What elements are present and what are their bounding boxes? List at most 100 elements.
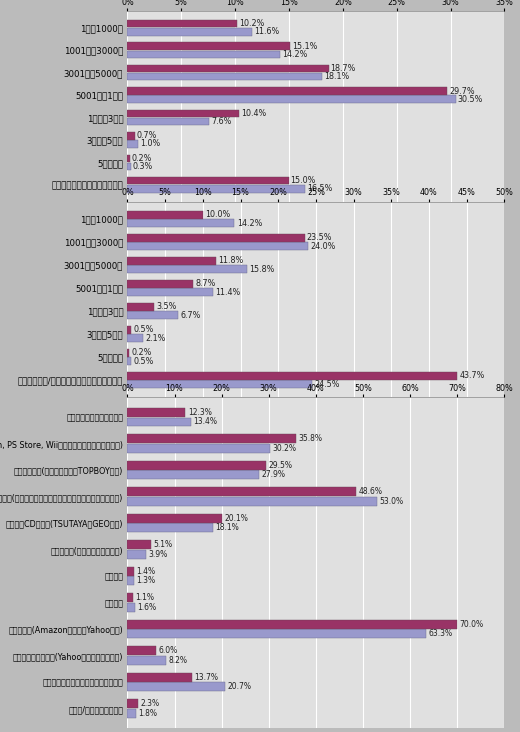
Text: 3.5%: 3.5% (156, 302, 176, 311)
Text: 16.5%: 16.5% (307, 184, 332, 193)
Bar (127, 257, 216, 264)
Bar (127, 211, 203, 219)
Bar (127, 311, 178, 319)
Bar (127, 349, 129, 356)
Bar (127, 673, 192, 681)
Text: 35.8%: 35.8% (298, 434, 322, 444)
Text: 13.7%: 13.7% (194, 673, 218, 681)
Bar (127, 265, 246, 273)
Text: 27.9%: 27.9% (261, 471, 285, 479)
Text: 30.2%: 30.2% (272, 444, 296, 453)
Bar (127, 132, 135, 140)
Bar (127, 408, 185, 417)
Text: 24.0%: 24.0% (310, 242, 336, 250)
Text: 70.0%: 70.0% (460, 620, 484, 629)
Text: 18.7%: 18.7% (330, 64, 356, 73)
Text: 12.3%: 12.3% (188, 408, 212, 417)
Bar (127, 335, 143, 342)
Text: 10.4%: 10.4% (241, 109, 266, 118)
Bar (127, 357, 131, 365)
Bar (127, 646, 155, 655)
Bar (127, 118, 209, 125)
Bar (127, 381, 312, 388)
Text: 7.6%: 7.6% (211, 117, 231, 126)
Bar (127, 95, 456, 102)
Text: 14.2%: 14.2% (237, 219, 262, 228)
Text: 29.5%: 29.5% (269, 461, 293, 470)
Bar (127, 219, 235, 227)
Bar (127, 73, 322, 81)
Bar (127, 141, 138, 148)
Bar (127, 110, 239, 117)
Bar (127, 699, 138, 708)
Bar (127, 567, 134, 575)
Bar (127, 523, 213, 532)
Text: 48.6%: 48.6% (359, 488, 383, 496)
Bar (127, 288, 213, 296)
Text: 11.6%: 11.6% (254, 27, 279, 37)
Text: 23.5%: 23.5% (307, 234, 332, 242)
Bar (127, 576, 134, 585)
Bar (127, 42, 290, 50)
Bar (127, 620, 457, 629)
Text: 3.9%: 3.9% (148, 550, 167, 559)
Bar (127, 514, 222, 523)
Text: 5.1%: 5.1% (154, 540, 173, 549)
Text: 0.3%: 0.3% (132, 162, 152, 171)
Bar (127, 303, 154, 310)
Text: 10.2%: 10.2% (239, 19, 264, 29)
Text: 1.6%: 1.6% (137, 602, 157, 612)
Text: 29.7%: 29.7% (449, 86, 475, 96)
Text: 1.3%: 1.3% (136, 576, 155, 586)
Text: 8.7%: 8.7% (196, 280, 216, 288)
Bar (127, 163, 131, 170)
Text: 15.1%: 15.1% (292, 42, 317, 51)
Bar (127, 242, 308, 250)
Bar (127, 177, 289, 184)
Text: 43.7%: 43.7% (459, 371, 485, 381)
Bar (127, 540, 151, 549)
Text: 1.8%: 1.8% (138, 709, 157, 718)
Text: 0.2%: 0.2% (131, 348, 151, 357)
Text: 24.5%: 24.5% (315, 380, 340, 389)
Text: 6.0%: 6.0% (158, 646, 177, 655)
Text: 2.3%: 2.3% (140, 699, 160, 708)
Bar (127, 497, 377, 506)
Text: 14.2%: 14.2% (282, 50, 307, 59)
Bar (127, 326, 131, 334)
Text: 63.3%: 63.3% (428, 630, 452, 638)
Bar (127, 603, 135, 612)
Bar (127, 471, 259, 479)
Bar (127, 51, 280, 58)
Text: 11.8%: 11.8% (218, 256, 244, 265)
Bar (127, 488, 356, 496)
Text: 13.4%: 13.4% (193, 417, 217, 426)
Bar (127, 594, 133, 602)
Text: 10.0%: 10.0% (205, 210, 230, 219)
Text: 0.5%: 0.5% (134, 356, 154, 365)
Text: 15.0%: 15.0% (291, 176, 316, 185)
Bar (127, 20, 237, 28)
Bar (127, 444, 270, 452)
Text: 0.5%: 0.5% (134, 325, 154, 335)
Bar (127, 234, 305, 242)
Bar (127, 185, 305, 193)
Text: 1.1%: 1.1% (135, 593, 154, 602)
Bar (127, 372, 457, 380)
Bar (127, 435, 296, 443)
Bar (127, 682, 225, 691)
Text: 0.7%: 0.7% (137, 132, 157, 141)
Text: 53.0%: 53.0% (380, 497, 404, 506)
Bar (127, 87, 447, 94)
Text: 18.1%: 18.1% (324, 72, 349, 81)
Bar (127, 154, 129, 162)
Bar (127, 461, 266, 470)
Bar (127, 709, 136, 717)
Text: 11.4%: 11.4% (216, 288, 241, 296)
Bar (127, 550, 146, 559)
Text: 2.1%: 2.1% (146, 334, 166, 343)
Text: 20.1%: 20.1% (225, 514, 249, 523)
Bar (127, 417, 190, 426)
Bar (127, 656, 166, 665)
Text: 18.1%: 18.1% (215, 523, 239, 532)
